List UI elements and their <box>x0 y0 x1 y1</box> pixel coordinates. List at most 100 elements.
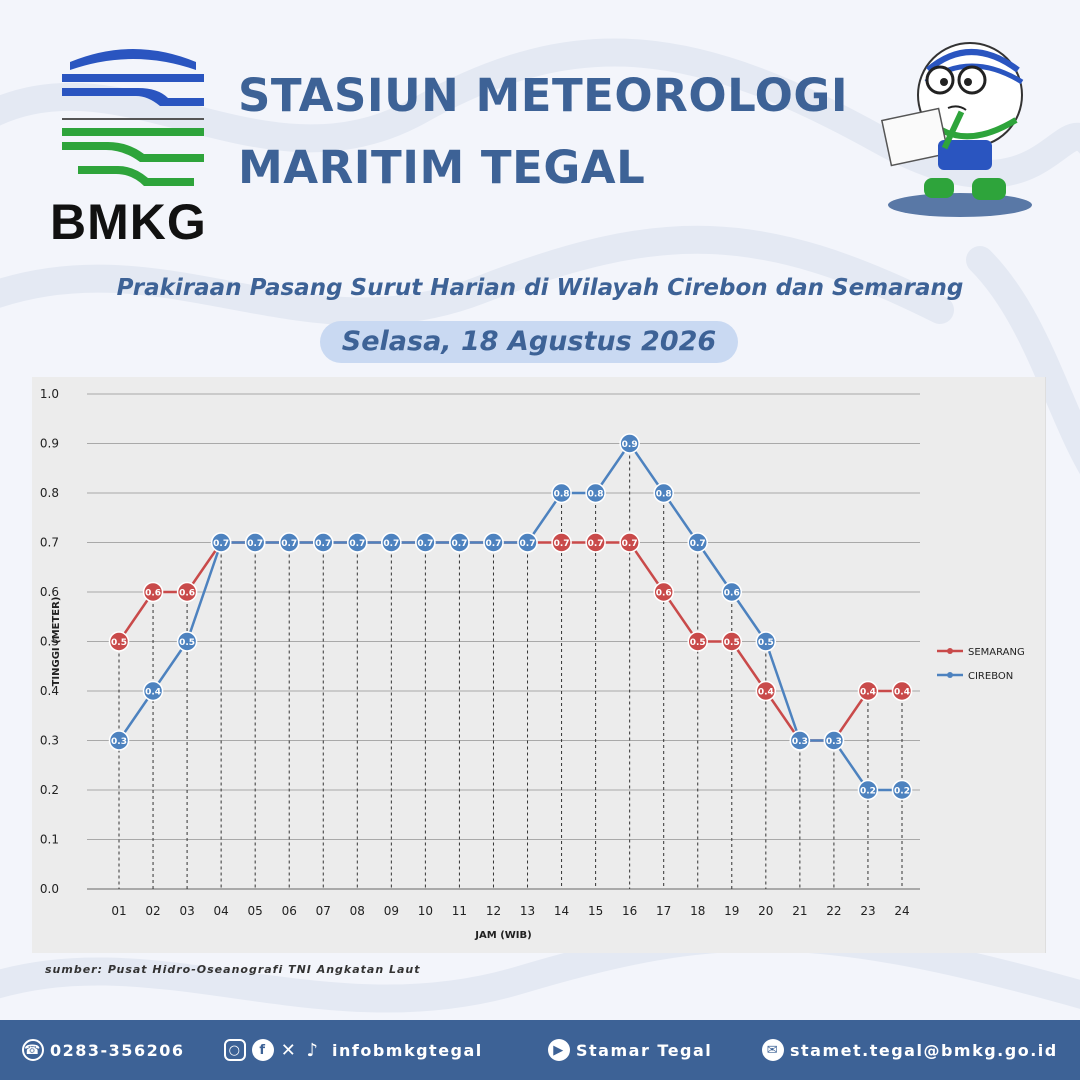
data-label-semarang: 0.5 <box>111 638 127 648</box>
data-point-cirebon <box>823 730 845 751</box>
data-label-semarang: 0.6 <box>179 589 195 599</box>
social-handle: infobmkgtegal <box>332 1040 483 1060</box>
data-point-cirebon <box>857 779 879 801</box>
legend-label: SEMARANG <box>968 647 1025 658</box>
data-label-semarang: 0.7 <box>554 539 570 549</box>
data-point-cirebon <box>619 433 640 454</box>
data-label-cirebon: 0.7 <box>520 539 536 549</box>
chart-legend: SEMARANG CIREBON <box>930 635 1040 691</box>
tiktok-icon: ♪ <box>306 1039 320 1061</box>
data-label-cirebon: 0.8 <box>588 490 604 500</box>
data-label-cirebon: 0.5 <box>758 638 774 648</box>
x-tick-label: 10 <box>418 904 433 918</box>
source-note: sumber: Pusat Hidro-Oseanografi TNI Angk… <box>45 963 421 976</box>
email-address: stamet.tegal@bmkg.go.id <box>790 1040 1058 1060</box>
data-point-semarang <box>108 631 130 652</box>
footer-email[interactable]: ✉ stamet.tegal@bmkg.go.id <box>762 1020 1058 1080</box>
data-point-cirebon <box>415 532 436 553</box>
data-label-cirebon: 0.8 <box>656 490 672 500</box>
x-tick-label: 13 <box>520 904 535 918</box>
data-label-cirebon: 0.5 <box>179 638 195 648</box>
data-point-cirebon <box>313 532 334 553</box>
data-point-cirebon <box>449 532 470 553</box>
y-tick-label: 0.0 <box>40 882 59 896</box>
y-axis-label: TINGGI (METER) <box>51 597 62 687</box>
data-point-cirebon <box>789 730 811 751</box>
y-tick-label: 0.3 <box>40 734 59 748</box>
x-tick-label: 05 <box>248 904 263 918</box>
x-tick-label: 19 <box>724 904 739 918</box>
title-line-1: STASIUN METEOROLOGI <box>238 69 849 122</box>
data-label-cirebon: 0.7 <box>247 539 263 549</box>
legend-swatch-dot <box>947 648 953 654</box>
logo-emblem-icon <box>62 49 204 186</box>
x-tick-label: 15 <box>588 904 603 918</box>
x-tick-label: 16 <box>622 904 637 918</box>
x-tick-label: 02 <box>145 904 160 918</box>
data-point-cirebon <box>176 631 198 652</box>
footer-youtube[interactable]: ▶ Stamar Tegal <box>548 1020 712 1080</box>
data-point-semarang <box>857 680 879 702</box>
data-label-semarang: 0.4 <box>758 688 774 698</box>
data-label-semarang: 0.5 <box>724 638 740 648</box>
data-label-semarang: 0.4 <box>894 688 910 698</box>
data-point-cirebon <box>755 631 777 652</box>
data-point-cirebon <box>687 532 708 553</box>
page-title: STASIUN METEOROLOGI MARITIM TEGAL <box>238 60 858 204</box>
footer-social[interactable]: ○ f ✕ ♪ infobmkgtegal <box>224 1020 483 1080</box>
data-point-semarang <box>585 532 606 553</box>
y-tick-label: 0.4 <box>40 684 59 698</box>
data-label-cirebon: 0.2 <box>860 787 876 797</box>
data-point-semarang <box>687 631 708 652</box>
data-point-cirebon <box>381 532 402 553</box>
data-label-semarang: 0.4 <box>860 688 876 698</box>
series-line-cirebon <box>117 442 902 792</box>
data-point-semarang <box>653 581 674 603</box>
x-tick-label: 20 <box>758 904 773 918</box>
bmkg-logo <box>62 49 204 186</box>
legend-box <box>930 635 1040 691</box>
x-tick-label: 24 <box>894 904 909 918</box>
data-point-semarang <box>551 532 572 553</box>
subtitle: Prakiraan Pasang Surut Harian di Wilayah… <box>116 275 964 301</box>
data-label-cirebon: 0.7 <box>315 539 331 549</box>
data-point-cirebon <box>142 680 164 702</box>
email-icon: ✉ <box>762 1039 784 1061</box>
y-tick-label: 0.6 <box>40 585 59 599</box>
data-label-cirebon: 0.7 <box>213 539 229 549</box>
data-point-semarang <box>891 680 913 702</box>
data-point-cirebon <box>244 532 266 553</box>
logo-text: BMKG <box>50 194 207 250</box>
footer-bar: ☎ 0283-356206 ○ f ✕ ♪ infobmkgtegal ▶ St… <box>0 1020 1080 1080</box>
instagram-icon: ○ <box>224 1039 246 1061</box>
y-tick-label: 0.9 <box>40 437 59 451</box>
data-point-cirebon <box>278 532 300 553</box>
youtube-icon: ▶ <box>548 1039 570 1061</box>
data-point-semarang <box>755 680 777 702</box>
y-tick-label: 0.7 <box>40 536 59 550</box>
data-label-cirebon: 0.7 <box>383 539 399 549</box>
y-tick-label: 0.2 <box>40 783 59 797</box>
data-label-semarang: 0.6 <box>656 589 672 599</box>
chart-panel: 0.0 0.1 0.2 0.3 0.4 0.5 0.6 0.7 0.8 0.9 1.0 01 02 03 0… <box>32 377 1046 953</box>
facebook-icon: f <box>252 1039 274 1061</box>
data-label-cirebon: 0.2 <box>894 787 910 797</box>
y-tick-label: 0.1 <box>40 833 59 847</box>
x-tick-label: 07 <box>316 904 331 918</box>
data-label-cirebon: 0.9 <box>622 440 638 450</box>
tide-chart: 0.0 0.1 0.2 0.3 0.4 0.5 0.6 0.7 0.8 0.9 1.0 01 02 03 0… <box>40 377 1046 953</box>
youtube-channel: Stamar Tegal <box>576 1040 713 1060</box>
data-label-semarang: 0.7 <box>622 539 638 549</box>
data-label-cirebon: 0.4 <box>145 688 161 698</box>
x-tick-label: 18 <box>690 904 705 918</box>
x-tick-label: 17 <box>656 904 671 918</box>
data-point-semarang <box>176 581 198 603</box>
data-label-cirebon: 0.3 <box>826 737 842 747</box>
data-point-cirebon <box>108 730 130 751</box>
footer-phone[interactable]: ☎ 0283-356206 <box>22 1020 184 1080</box>
title-line-2: MARITIM TEGAL <box>238 141 646 194</box>
data-point-cirebon <box>347 532 368 553</box>
x-tick-label: 03 <box>179 904 194 918</box>
phone-number: 0283-356206 <box>50 1040 185 1060</box>
